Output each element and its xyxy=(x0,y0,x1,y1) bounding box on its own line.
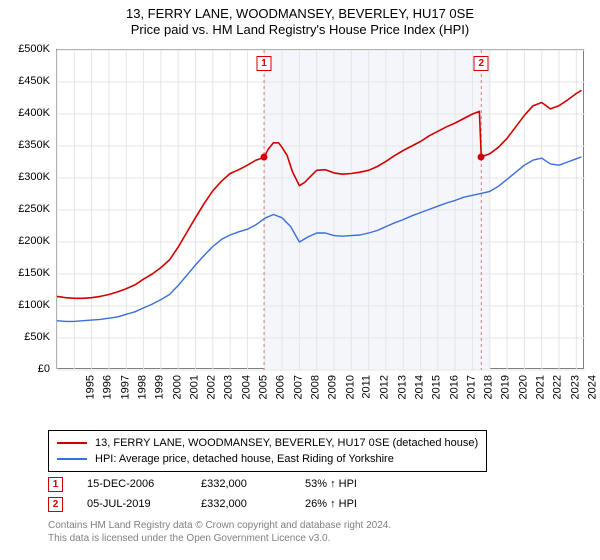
sale-marker-label: 1 xyxy=(257,56,272,71)
sale-row: 1 15-DEC-2006 £332,000 53% ↑ HPI xyxy=(48,474,385,494)
y-tick-label: £350K xyxy=(8,139,50,151)
x-tick-label: 2002 xyxy=(206,375,218,399)
sale-marker-dot xyxy=(478,154,485,161)
legend-swatch xyxy=(57,442,87,444)
plot-svg xyxy=(57,50,585,370)
x-tick-label: 2013 xyxy=(396,375,408,399)
x-tick-label: 2021 xyxy=(535,375,547,399)
sale-row: 2 05-JUL-2019 £332,000 26% ↑ HPI xyxy=(48,494,385,514)
x-tick-label: 1995 xyxy=(84,375,96,399)
x-tick-label: 2001 xyxy=(188,375,200,399)
footnote: Contains HM Land Registry data © Crown c… xyxy=(48,520,391,545)
chart-area: 12 £0£50K£100K£150K£200K£250K£300K£350K£… xyxy=(8,45,592,425)
x-tick-label: 2006 xyxy=(275,375,287,399)
y-tick-label: £200K xyxy=(8,235,50,247)
x-tick-label: 2005 xyxy=(258,375,270,399)
x-tick-label: 2011 xyxy=(361,375,373,399)
footnote-line-1: Contains HM Land Registry data © Crown c… xyxy=(48,520,391,533)
sale-row-date: 15-DEC-2006 xyxy=(87,478,177,490)
sale-row-marker: 1 xyxy=(48,477,63,492)
x-tick-label: 2019 xyxy=(500,375,512,399)
legend-swatch xyxy=(57,458,87,460)
legend-row: 13, FERRY LANE, WOODMANSEY, BEVERLEY, HU… xyxy=(57,435,478,451)
x-tick-label: 2003 xyxy=(223,375,235,399)
y-tick-label: £250K xyxy=(8,203,50,215)
y-tick-label: £100K xyxy=(8,299,50,311)
x-tick-label: 2023 xyxy=(569,375,581,399)
plot-box: 12 xyxy=(56,49,584,369)
sale-row-date: 05-JUL-2019 xyxy=(87,498,177,510)
x-tick-label: 1998 xyxy=(136,375,148,399)
y-tick-label: £150K xyxy=(8,267,50,279)
x-tick-label: 2010 xyxy=(344,375,356,399)
x-tick-label: 2016 xyxy=(448,375,460,399)
x-tick-label: 1997 xyxy=(119,375,131,399)
sale-row-price: £332,000 xyxy=(201,498,281,510)
y-tick-label: £450K xyxy=(8,75,50,87)
sale-row-price: £332,000 xyxy=(201,478,281,490)
legend-row: HPI: Average price, detached house, East… xyxy=(57,451,478,467)
y-tick-label: £500K xyxy=(8,43,50,55)
x-tick-label: 2009 xyxy=(327,375,339,399)
footnote-line-2: This data is licensed under the Open Gov… xyxy=(48,533,391,546)
x-tick-label: 2000 xyxy=(171,375,183,399)
sale-row-pct: 26% ↑ HPI xyxy=(305,498,385,510)
x-tick-label: 2015 xyxy=(431,375,443,399)
x-tick-label: 2004 xyxy=(240,375,252,399)
x-tick-label: 2018 xyxy=(483,375,495,399)
y-tick-label: £0 xyxy=(8,363,50,375)
x-tick-label: 2008 xyxy=(310,375,322,399)
x-tick-label: 1999 xyxy=(154,375,166,399)
sale-marker-label: 2 xyxy=(474,56,489,71)
sales-rows: 1 15-DEC-2006 £332,000 53% ↑ HPI 2 05-JUL-201… xyxy=(48,474,385,514)
title-line-2: Price paid vs. HM Land Registry's House … xyxy=(8,22,592,38)
x-tick-label: 2024 xyxy=(587,375,599,399)
x-tick-label: 2017 xyxy=(465,375,477,399)
y-tick-label: £300K xyxy=(8,171,50,183)
legend-text: HPI: Average price, detached house, East… xyxy=(95,453,394,465)
x-tick-label: 2020 xyxy=(517,375,529,399)
x-tick-label: 2007 xyxy=(292,375,304,399)
sale-row-pct: 53% ↑ HPI xyxy=(305,478,385,490)
y-tick-label: £400K xyxy=(8,107,50,119)
x-tick-label: 1996 xyxy=(102,375,114,399)
sale-marker-dot xyxy=(261,154,268,161)
sale-row-marker: 2 xyxy=(48,497,63,512)
x-tick-label: 2014 xyxy=(413,375,425,399)
legend-text: 13, FERRY LANE, WOODMANSEY, BEVERLEY, HU… xyxy=(95,437,478,449)
chart-title-block: 13, FERRY LANE, WOODMANSEY, BEVERLEY, HU… xyxy=(8,6,592,39)
y-tick-label: £50K xyxy=(8,331,50,343)
x-tick-label: 2022 xyxy=(552,375,564,399)
x-tick-label: 2012 xyxy=(379,375,391,399)
title-line-1: 13, FERRY LANE, WOODMANSEY, BEVERLEY, HU… xyxy=(8,6,592,22)
legend-box: 13, FERRY LANE, WOODMANSEY, BEVERLEY, HU… xyxy=(48,430,487,472)
